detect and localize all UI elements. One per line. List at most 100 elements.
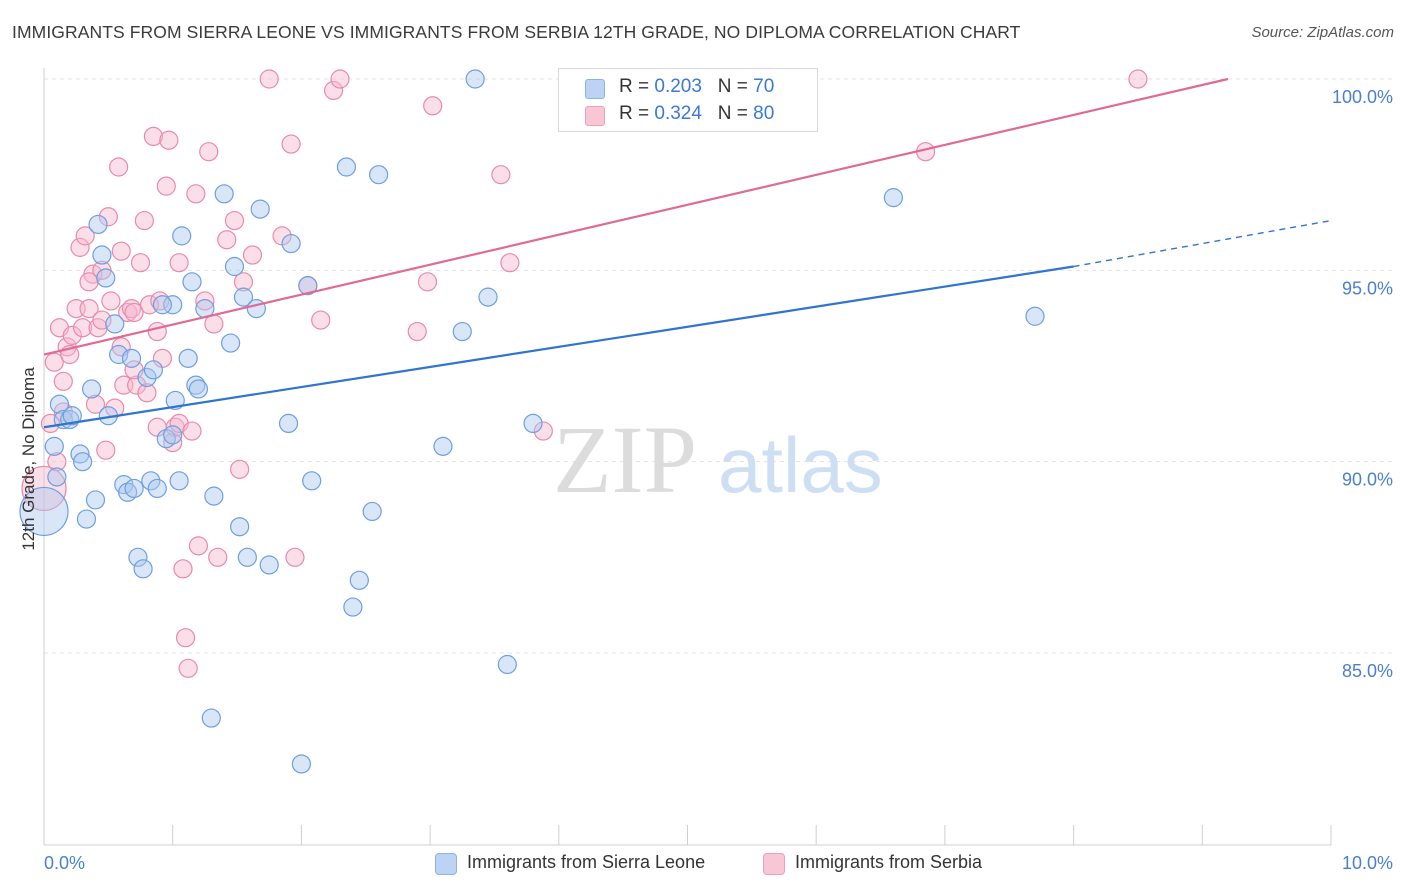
data-point [134,210,154,231]
tick-labels: 85.0% 90.0% 95.0% 100.0% 0.0% 10.0% [44,87,1393,873]
data-point [533,421,553,441]
data-point [70,237,90,257]
source-note: Source: ZipAtlas.com [1251,24,1394,41]
y-tick-label: 100.0% [1332,87,1393,107]
data-point [127,375,147,395]
swatch-blue [585,79,605,99]
data-point [92,310,112,330]
data-point [169,253,189,273]
data-point [281,134,301,154]
trend-line-sierra-leone-extension [1073,219,1332,268]
data-point [76,509,97,529]
legend-label: Immigrants from Serbia [795,852,983,872]
data-point [82,379,102,399]
data-point [156,176,176,196]
data-point [75,226,95,246]
n-value: 70 [753,76,775,97]
data-point [101,291,121,311]
data-point [88,214,108,235]
data-point [141,471,161,491]
data-point [98,207,118,227]
data-point [452,321,472,342]
data-point [44,436,64,456]
data-point [47,467,67,487]
data-point [19,486,69,537]
r-label: R = [619,103,655,124]
data-point [230,517,250,537]
data-point [217,230,237,250]
data-point [497,654,517,675]
data-point [214,184,234,204]
data-point [137,367,157,388]
data-point [281,233,301,254]
y-tick-label: 85.0% [1342,661,1393,681]
data-point [204,486,224,506]
data-point [369,165,389,185]
data-point [500,253,520,273]
data-point [246,299,266,319]
legend-swatch-blue [435,853,457,875]
data-point [109,157,129,177]
trend-lines [43,77,1332,429]
data-point [336,157,357,177]
data-point [285,547,305,567]
data-point [62,406,82,426]
data-point [883,188,904,208]
x-tick-label: 0.0% [44,853,85,873]
watermark-zip: ZIP [553,406,697,513]
data-point [133,559,153,579]
data-point [230,459,250,479]
data-point [302,471,322,491]
data-point [311,310,331,330]
r-value: 0.203 [654,76,702,97]
data-point [21,465,67,512]
y-axis-label: 12th Grade, No Diploma [19,367,38,551]
data-point [259,555,279,575]
data-point [349,570,369,590]
data-point [143,360,163,380]
data-point [186,184,206,204]
data-point [259,69,279,89]
data-point [201,708,221,728]
data-point [175,628,196,648]
data-point [79,272,99,292]
watermark: ZIP atlas [553,406,883,513]
data-point [224,210,245,231]
chart-title: IMMIGRANTS FROM SIERRA LEONE VS IMMIGRAN… [12,22,1021,42]
data-point [96,268,116,288]
data-point [173,559,193,579]
axes [43,68,1332,846]
data-point [465,69,485,89]
data-point [195,291,215,311]
data-point [1128,69,1148,89]
trend-line-serbia [43,77,1229,356]
data-point [96,440,116,460]
data-point [417,272,438,292]
data-point [53,371,73,391]
data-point [188,379,209,399]
data-point [163,295,183,315]
data-point [362,501,382,522]
data-point [92,245,112,265]
legend-swatch-pink [763,853,785,875]
data-point [124,302,144,323]
data-point [124,478,144,499]
sierra-leone-points [19,69,1045,774]
data-point [118,302,138,323]
data-point [343,597,363,617]
data-point [478,287,498,307]
data-point [143,126,163,146]
data-point [278,413,299,433]
n-value: 80 [753,103,775,124]
data-point [85,394,106,414]
r-value: 0.324 [654,103,702,124]
data-point [152,295,173,315]
data-point [147,321,167,342]
data-point [137,383,157,403]
data-point [70,444,90,464]
data-point [85,490,106,510]
gridlines [44,78,1394,654]
data-point [62,325,82,345]
data-point [323,80,344,101]
data-point [178,658,198,678]
